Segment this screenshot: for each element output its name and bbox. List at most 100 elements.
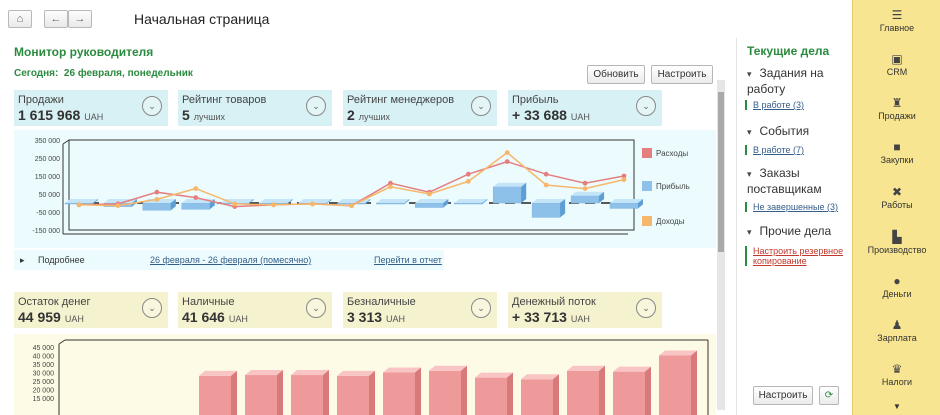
- task-link-work-orders[interactable]: В работе (3): [745, 100, 804, 110]
- sidebar-item-purchases[interactable]: ■ Закупки: [853, 140, 940, 165]
- profit-bar-top: [571, 191, 605, 196]
- task-group-supplier-orders[interactable]: ▾ Заказы поставщикам: [747, 166, 822, 196]
- expenses-point: [504, 159, 510, 164]
- sidebar-item-works[interactable]: ✖ Работы: [853, 185, 940, 210]
- expenses-point: [582, 180, 588, 186]
- cash-bar-side: [415, 367, 421, 415]
- chevron-down-icon[interactable]: ⌄: [471, 96, 491, 116]
- profit-bar-top: [376, 199, 410, 203]
- chevron-down-icon[interactable]: ⌄: [636, 298, 656, 318]
- cash-bar: [383, 372, 415, 415]
- task-link-events[interactable]: В работе (7): [745, 145, 804, 155]
- kpi-noncash[interactable]: Безналичные 3 313 UAH ⌄: [343, 292, 497, 328]
- chevron-down-icon[interactable]: ⌄: [142, 298, 162, 318]
- kpi-goods-rating[interactable]: Рейтинг товаров 5 лучших ⌄: [178, 90, 332, 126]
- task-group-other[interactable]: ▾ Прочие дела: [747, 224, 832, 238]
- kpi-profit[interactable]: Прибыль + 33 688 UAH ⌄: [508, 90, 662, 126]
- y-tick-label: 50 000: [39, 192, 61, 199]
- back-button[interactable]: ←: [44, 10, 68, 28]
- basket-icon: ♜: [891, 96, 903, 110]
- cash-bar-side: [369, 370, 375, 415]
- kpi-value: 41 646 UAH: [182, 309, 248, 325]
- profit-bar-top: [415, 199, 449, 203]
- home-button[interactable]: ⌂: [8, 10, 32, 28]
- tasks-title: Текущие дела: [747, 44, 830, 58]
- sidebar-item-money[interactable]: ● Деньги: [853, 274, 940, 299]
- profit-bar-side: [560, 199, 566, 218]
- main-panel: Монитор руководителя Сегодня: 26 февраля…: [6, 38, 728, 415]
- sidebar-item-crm[interactable]: ▣ CRM: [853, 52, 940, 77]
- cash-bar: [199, 375, 231, 415]
- y-tick-label: -50 000: [36, 210, 60, 217]
- kpi-value: 5 лучших: [182, 107, 225, 123]
- task-link-backup[interactable]: Настроить резервное копирование: [745, 246, 845, 266]
- refresh-button[interactable]: Обновить: [587, 65, 645, 84]
- forward-button[interactable]: →: [68, 10, 92, 28]
- task-link-supplier-orders[interactable]: Не завершенные (3): [745, 202, 838, 212]
- cash-bar: [291, 375, 323, 415]
- chevron-down-icon[interactable]: ⌄: [471, 298, 491, 318]
- expenses-point: [154, 189, 160, 195]
- tools-icon: ✖: [891, 185, 903, 199]
- cash-bar-side: [507, 372, 513, 415]
- income-point: [76, 202, 82, 208]
- details-label[interactable]: Подробнее: [38, 255, 85, 265]
- people-icon: ♟: [891, 318, 903, 332]
- today-line: Сегодня: 26 февраля, понедельник: [14, 68, 193, 79]
- page-title: Начальная страница: [134, 11, 270, 27]
- money-icon: ●: [893, 274, 901, 288]
- arrow-right-icon: →: [74, 13, 86, 25]
- chevron-down-icon[interactable]: ⌄: [636, 96, 656, 116]
- kpi-cash-balance[interactable]: Остаток денег 44 959 UAH ⌄: [14, 292, 168, 328]
- configure-button[interactable]: Настроить: [651, 65, 713, 84]
- chevron-down-icon[interactable]: ⌄: [306, 96, 326, 116]
- scrollbar-thumb[interactable]: [718, 92, 724, 252]
- expenses-point: [621, 173, 627, 179]
- chevron-down-icon: ▾: [747, 69, 752, 79]
- chevron-down-icon[interactable]: ⌄: [142, 96, 162, 116]
- profit-bar-side: [521, 182, 527, 203]
- kpi-label: Наличные: [182, 296, 235, 308]
- cash-bar-top: [337, 370, 375, 376]
- plot-frame: [68, 139, 635, 231]
- cash-bar-side: [231, 370, 237, 415]
- monitor-title: Монитор руководителя: [14, 45, 154, 59]
- task-group-work-orders[interactable]: ▾ Задания на работу: [747, 66, 824, 96]
- refresh-tasks-button[interactable]: ⟳: [819, 386, 839, 405]
- cash-bar-side: [461, 365, 467, 415]
- kpi-sales[interactable]: Продажи 1 615 968 UAH ⌄: [14, 90, 168, 126]
- profit-bar: [181, 202, 211, 210]
- kpi-cash[interactable]: Наличные 41 646 UAH ⌄: [178, 292, 332, 328]
- profit-bar-side: [443, 199, 449, 208]
- kpi-value: 3 313 UAH: [347, 309, 406, 325]
- cash-bar-top: [613, 366, 651, 372]
- income-point: [582, 186, 588, 191]
- kpi-cash-flow[interactable]: Денежный поток + 33 713 UAH ⌄: [508, 292, 662, 328]
- period-link[interactable]: 26 февраля - 26 февраля (помесячно): [150, 255, 312, 265]
- kpi-managers-rating[interactable]: Рейтинг менеджеров 2 лучших ⌄: [343, 90, 497, 126]
- cash-bar-top: [521, 374, 559, 380]
- vertical-scrollbar[interactable]: [717, 80, 725, 410]
- profit-bar-top: [493, 182, 527, 187]
- truck-icon: ■: [893, 140, 901, 154]
- profit-bar-top: [298, 199, 332, 203]
- sidebar-item-main[interactable]: ☰ Главное: [853, 8, 940, 33]
- kpi-label: Рейтинг товаров: [182, 94, 267, 106]
- sidebar-item-sales[interactable]: ♜ Продажи: [853, 96, 940, 121]
- legend-label: Прибыль: [656, 182, 690, 191]
- go-report-link[interactable]: Перейти в отчет: [374, 255, 442, 265]
- sidebar-item-salary[interactable]: ♟ Зарплата: [853, 318, 940, 343]
- tasks-configure-button[interactable]: Настроить: [753, 386, 813, 405]
- task-group-events[interactable]: ▾ События: [747, 124, 810, 138]
- cash-bar-side: [691, 350, 697, 415]
- cash-bar: [567, 370, 599, 415]
- legend-label: Доходы: [656, 217, 685, 226]
- sidebar-item-production[interactable]: ▙ Производство: [853, 230, 940, 255]
- profit-bar-top: [610, 199, 643, 203]
- expand-triangle-icon[interactable]: ▸: [20, 255, 25, 265]
- sidebar-item-taxes[interactable]: ♛ Налоги: [853, 362, 940, 387]
- cash-bar: [245, 375, 277, 415]
- chevron-down-icon[interactable]: ⌄: [306, 298, 326, 318]
- scroll-down-icon[interactable]: ▼: [893, 402, 901, 411]
- kpi-label: Рейтинг менеджеров: [347, 94, 455, 106]
